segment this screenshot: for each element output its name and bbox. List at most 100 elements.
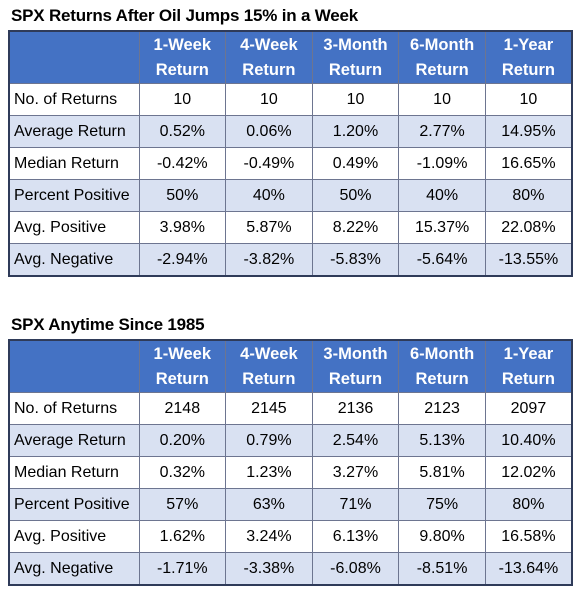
table-cell: 2123 — [398, 392, 486, 425]
table-cell: -1.09% — [398, 147, 486, 180]
table-cell: 14.95% — [484, 115, 573, 148]
table-cell: -0.42% — [138, 147, 227, 180]
table-cell: 5.87% — [225, 211, 313, 244]
row-label: Average Return — [8, 424, 140, 457]
table-cell: 9.80% — [398, 520, 486, 553]
table-cell: 80% — [484, 488, 573, 521]
column-header-3-month: 3-Month Return — [311, 30, 400, 84]
table-cell: 10 — [398, 83, 486, 116]
table-cell: 5.13% — [398, 424, 486, 457]
table-cell: 1.23% — [225, 456, 313, 489]
table-cell: 3.24% — [225, 520, 313, 553]
row-label: Avg. Positive — [8, 211, 140, 244]
table-cell: 57% — [138, 488, 227, 521]
column-header-4-week: 4-Week Return — [225, 339, 313, 393]
table-row: No. of Returns 2148 2145 2136 2123 2097 — [8, 392, 573, 425]
table-cell: -13.64% — [484, 552, 573, 586]
table-cell: 0.20% — [138, 424, 227, 457]
table-row: Avg. Negative -2.94% -3.82% -5.83% -5.64… — [8, 243, 573, 277]
table-cell: 10 — [484, 83, 573, 116]
table-cell: 15.37% — [398, 211, 486, 244]
table-cell: 10.40% — [484, 424, 573, 457]
row-label: Average Return — [8, 115, 140, 148]
table-cell: 10 — [311, 83, 400, 116]
table-cell: 10 — [138, 83, 227, 116]
table-cell: 0.49% — [311, 147, 400, 180]
table-row: Avg. Positive 1.62% 3.24% 6.13% 9.80% 16… — [8, 520, 573, 553]
table-cell: -5.64% — [398, 243, 486, 277]
table-cell: 0.79% — [225, 424, 313, 457]
table-cell: -8.51% — [398, 552, 486, 586]
table-row: Avg. Positive 3.98% 5.87% 8.22% 15.37% 2… — [8, 211, 573, 244]
row-label: No. of Returns — [8, 392, 140, 425]
table-cell: 50% — [138, 179, 227, 212]
table-cell: 1.20% — [311, 115, 400, 148]
table-cell: 71% — [311, 488, 400, 521]
table-row: Average Return 0.52% 0.06% 1.20% 2.77% 1… — [8, 115, 573, 148]
column-header-1-year: 1-Year Return — [484, 339, 573, 393]
column-header-6-month: 6-Month Return — [398, 30, 486, 84]
table-cell: -2.94% — [138, 243, 227, 277]
table-cell: 40% — [225, 179, 313, 212]
column-header-1-week: 1-Week Return — [138, 30, 227, 84]
table-cell: -3.82% — [225, 243, 313, 277]
row-label: Avg. Positive — [8, 520, 140, 553]
table-cell: 2.54% — [311, 424, 400, 457]
table-cell: -1.71% — [138, 552, 227, 586]
table-row: Avg. Negative -1.71% -3.38% -6.08% -8.51… — [8, 552, 573, 586]
table-cell: 5.81% — [398, 456, 486, 489]
table-header-row: 1-Week Return 4-Week Return 3-Month Return … — [8, 339, 573, 393]
header-corner-cell — [8, 30, 140, 84]
table-cell: 6.13% — [311, 520, 400, 553]
column-header-1-year: 1-Year Return — [484, 30, 573, 84]
table-cell: 80% — [484, 179, 573, 212]
column-header-4-week: 4-Week Return — [225, 30, 313, 84]
oil-jump-returns-section: SPX Returns After Oil Jumps 15% in a Wee… — [8, 4, 573, 277]
table-cell: 3.98% — [138, 211, 227, 244]
row-label: Percent Positive — [8, 488, 140, 521]
column-header-1-week: 1-Week Return — [138, 339, 227, 393]
header-corner-cell — [8, 339, 140, 393]
table-cell: 22.08% — [484, 211, 573, 244]
table-cell: 40% — [398, 179, 486, 212]
table-cell: 1.62% — [138, 520, 227, 553]
row-label: Median Return — [8, 147, 140, 180]
table-cell: 12.02% — [484, 456, 573, 489]
row-label: Avg. Negative — [8, 552, 140, 586]
table-row: Percent Positive 57% 63% 71% 75% 80% — [8, 488, 573, 521]
row-label: Avg. Negative — [8, 243, 140, 277]
anytime-returns-section: SPX Anytime Since 1985 1-Week Return 4-We… — [8, 313, 573, 586]
table-cell: -3.38% — [225, 552, 313, 586]
table-cell: -6.08% — [311, 552, 400, 586]
table-cell: 2097 — [484, 392, 573, 425]
table-cell: 2.77% — [398, 115, 486, 148]
column-header-6-month: 6-Month Return — [398, 339, 486, 393]
table-cell: 8.22% — [311, 211, 400, 244]
table-cell: 16.58% — [484, 520, 573, 553]
table-cell: 3.27% — [311, 456, 400, 489]
table-cell: 75% — [398, 488, 486, 521]
table-cell: 16.65% — [484, 147, 573, 180]
table-cell: 2136 — [311, 392, 400, 425]
table-row: Average Return 0.20% 0.79% 2.54% 5.13% 1… — [8, 424, 573, 457]
column-header-3-month: 3-Month Return — [311, 339, 400, 393]
table-cell: 2148 — [138, 392, 227, 425]
anytime-returns-table: 1-Week Return 4-Week Return 3-Month Return … — [8, 339, 573, 586]
table-cell: -0.49% — [225, 147, 313, 180]
table-row: Percent Positive 50% 40% 50% 40% 80% — [8, 179, 573, 212]
table-cell: 10 — [225, 83, 313, 116]
table-cell: -5.83% — [311, 243, 400, 277]
row-label: No. of Returns — [8, 83, 140, 116]
row-label: Median Return — [8, 456, 140, 489]
oil-jump-returns-table: 1-Week Return 4-Week Return 3-Month Return … — [8, 30, 573, 277]
anytime-table-title: SPX Anytime Since 1985 — [11, 315, 205, 334]
table-cell: 50% — [311, 179, 400, 212]
table-cell: 0.06% — [225, 115, 313, 148]
table-cell: 0.32% — [138, 456, 227, 489]
table-header-row: 1-Week Return 4-Week Return 3-Month Return … — [8, 30, 573, 84]
table-row: Median Return 0.32% 1.23% 3.27% 5.81% 12… — [8, 456, 573, 489]
table-cell: 63% — [225, 488, 313, 521]
table-cell: 0.52% — [138, 115, 227, 148]
table-row: No. of Returns 10 10 10 10 10 — [8, 83, 573, 116]
table-cell: 2145 — [225, 392, 313, 425]
